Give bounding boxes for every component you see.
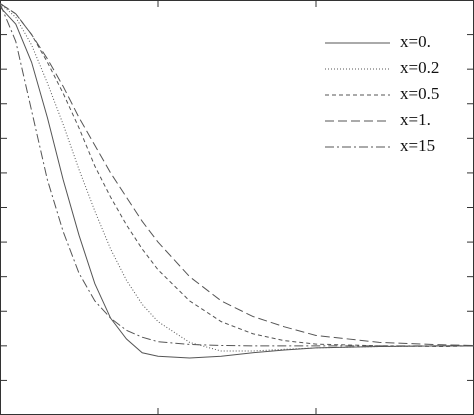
series-line xyxy=(0,3,474,352)
legend-label: x=0.2 xyxy=(400,58,439,77)
legend-label: x=1. xyxy=(400,110,431,129)
legend-label: x=0.5 xyxy=(400,84,439,103)
legend-label: x=0. xyxy=(400,32,431,51)
legend-label: x=15 xyxy=(400,136,435,155)
series-line xyxy=(0,6,474,359)
series-line xyxy=(0,3,474,346)
series-line xyxy=(0,3,474,348)
series-line xyxy=(0,3,474,347)
